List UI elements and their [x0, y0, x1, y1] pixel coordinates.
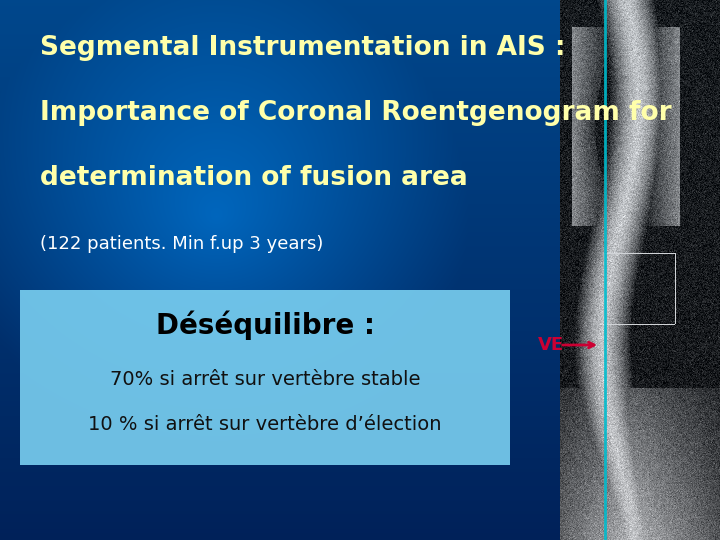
Text: VE: VE	[538, 336, 564, 354]
Text: 10 % si arrêt sur vertèbre d’élection: 10 % si arrêt sur vertèbre d’élection	[89, 415, 442, 434]
Text: Importance of Coronal Roentgenogram for: Importance of Coronal Roentgenogram for	[40, 100, 672, 126]
Text: (122 patients. Min f.up 3 years): (122 patients. Min f.up 3 years)	[40, 235, 323, 253]
FancyBboxPatch shape	[20, 290, 510, 465]
Text: determination of fusion area: determination of fusion area	[40, 165, 468, 191]
Text: Déséquilibre :: Déséquilibre :	[156, 310, 374, 340]
Text: Segmental Instrumentation in AIS :: Segmental Instrumentation in AIS :	[40, 35, 565, 61]
Text: 70% si arrêt sur vertèbre stable: 70% si arrêt sur vertèbre stable	[109, 370, 420, 389]
